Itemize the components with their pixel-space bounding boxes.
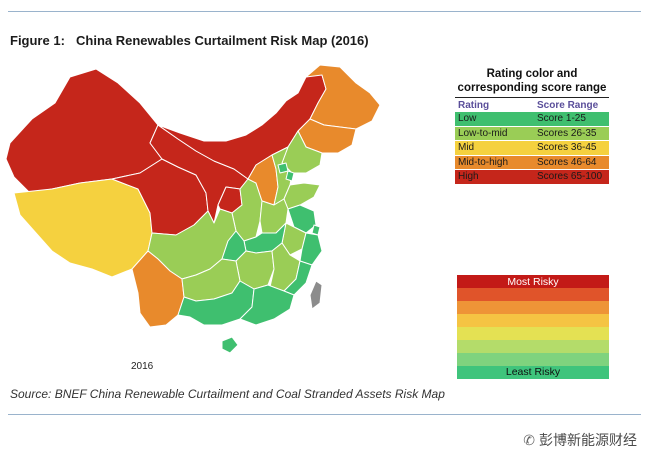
bottom-rule [8, 414, 641, 415]
legend-score: Scores 65-100 [537, 171, 603, 183]
region-shanghai [311, 224, 321, 236]
region-beijing [277, 162, 289, 174]
legend-title: Rating color and corresponding score ran… [455, 67, 609, 95]
legend-score: Scores 26-35 [537, 127, 597, 139]
risk-gradient-scale: Most Risky Least Risky [457, 275, 609, 379]
wechat-icon: ✆ [523, 431, 535, 448]
risk-band [457, 340, 609, 353]
least-risky-label: Least Risky [505, 366, 561, 378]
legend-rating: Mid [458, 142, 475, 154]
region-hainan [221, 336, 239, 354]
risk-band [457, 301, 609, 314]
region-taiwan [309, 280, 323, 310]
region-shandong [283, 182, 321, 210]
legend-score: Scores 46-64 [537, 156, 597, 168]
legend-row: Low-to-mid Scores 26-35 [455, 126, 609, 141]
legend-score: Score 1-25 [537, 113, 586, 125]
legend-title-line2: corresponding score range [457, 82, 607, 94]
legend-column-headers: Rating Score Range [455, 97, 609, 112]
legend-rating: Mid-to-high [458, 156, 509, 168]
top-rule [8, 11, 641, 12]
rating-legend-table: Rating color and corresponding score ran… [455, 67, 609, 185]
figure-title: Figure 1: China Renewables Curtailment Ri… [10, 33, 369, 48]
risk-band: Most Risky [457, 275, 609, 288]
legend-row: Low Score 1-25 [455, 112, 609, 127]
legend-row: Mid Scores 36-45 [455, 141, 609, 156]
legend-col-rating: Rating [458, 99, 490, 111]
watermark: ✆ 彭博新能源财经 [523, 430, 637, 450]
legend-rating: Low [458, 113, 477, 125]
risk-band [457, 288, 609, 301]
legend-row: High Scores 65-100 [455, 170, 609, 185]
source-note: Source: BNEF China Renewable Curtailment… [10, 387, 445, 401]
legend-rating: Low-to-mid [458, 127, 508, 139]
watermark-text: 彭博新能源财经 [539, 432, 637, 448]
region-guangdong [239, 284, 295, 326]
legend-col-score: Score Range [537, 99, 599, 111]
legend-rating: High [458, 171, 479, 183]
legend-title-line1: Rating color and [486, 68, 578, 80]
legend-row: Mid-to-high Scores 46-64 [455, 155, 609, 170]
most-risky-label: Most Risky [507, 276, 559, 288]
risk-band: Least Risky [457, 366, 609, 379]
figure-number: Figure 1: [10, 33, 65, 48]
china-risk-map [5, 64, 381, 354]
region-tibet [13, 178, 153, 278]
figure-title-text: China Renewables Curtailment Risk Map (2… [76, 33, 369, 48]
region-tianjin [285, 170, 295, 182]
risk-band [457, 314, 609, 327]
map-year-label: 2016 [131, 361, 154, 372]
risk-band [457, 353, 609, 366]
legend-score: Scores 36-45 [537, 142, 597, 154]
risk-band [457, 327, 609, 340]
